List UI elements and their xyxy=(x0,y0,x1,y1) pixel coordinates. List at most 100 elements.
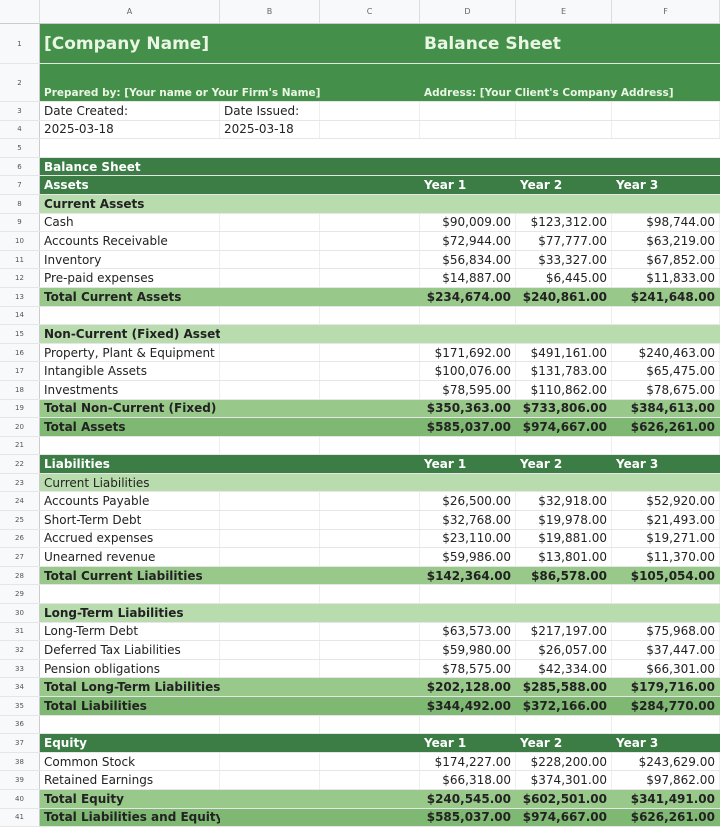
value-cell[interactable]: $66,318.00 xyxy=(420,771,516,789)
value-cell[interactable]: $285,588.00 xyxy=(516,678,612,696)
value-cell[interactable]: $65,475.00 xyxy=(612,362,720,380)
cell[interactable] xyxy=(220,715,320,734)
value-cell[interactable]: $67,852.00 xyxy=(612,250,720,269)
label-cell[interactable]: Long-Term Debt xyxy=(40,622,220,641)
value-cell[interactable] xyxy=(420,715,516,734)
cell[interactable] xyxy=(320,213,420,232)
value-cell[interactable]: $97,862.00 xyxy=(612,771,720,789)
year-header-cell[interactable]: Year 2 xyxy=(516,734,612,752)
value-cell[interactable] xyxy=(612,194,720,213)
value-cell[interactable]: $78,595.00 xyxy=(420,380,516,399)
label-cell[interactable]: Balance Sheet xyxy=(40,157,220,176)
cell[interactable] xyxy=(220,529,320,548)
value-cell[interactable]: $491,161.00 xyxy=(516,343,612,362)
value-cell[interactable]: $56,834.00 xyxy=(420,250,516,269)
value-cell[interactable] xyxy=(612,473,720,492)
row-number[interactable]: 40 xyxy=(0,789,40,808)
year-header-cell[interactable]: Year 1 xyxy=(420,176,516,194)
cell[interactable] xyxy=(320,436,420,455)
value-cell[interactable]: $626,261.00 xyxy=(612,808,720,827)
value-cell[interactable]: $240,545.00 xyxy=(420,789,516,808)
row-number[interactable]: 24 xyxy=(0,492,40,511)
cell[interactable] xyxy=(320,585,420,604)
cell[interactable] xyxy=(320,789,420,808)
value-cell[interactable]: $32,918.00 xyxy=(516,492,612,511)
value-cell[interactable] xyxy=(612,325,720,343)
cell[interactable] xyxy=(220,659,320,678)
row-number[interactable]: 12 xyxy=(0,269,40,287)
value-cell[interactable] xyxy=(516,306,612,325)
label-cell[interactable] xyxy=(40,715,220,734)
label-cell[interactable]: Total Equity xyxy=(40,789,220,808)
value-cell[interactable]: $42,334.00 xyxy=(516,659,612,678)
value-cell[interactable]: $13,801.00 xyxy=(516,548,612,566)
value-cell[interactable]: $66,301.00 xyxy=(612,659,720,678)
cell[interactable] xyxy=(220,380,320,399)
cell[interactable] xyxy=(220,269,320,287)
cell[interactable] xyxy=(220,362,320,380)
label-cell[interactable]: Total Assets xyxy=(40,418,220,436)
value-cell[interactable] xyxy=(420,604,516,622)
column-header-d[interactable]: D xyxy=(420,0,516,23)
cell[interactable] xyxy=(220,213,320,232)
label-cell[interactable]: Short-Term Debt xyxy=(40,511,220,529)
cell[interactable] xyxy=(220,585,320,604)
value-cell[interactable] xyxy=(516,436,612,455)
row-number[interactable]: 10 xyxy=(0,232,40,250)
row-number[interactable]: 14 xyxy=(0,306,40,325)
value-cell[interactable]: $19,271.00 xyxy=(612,529,720,548)
label-cell[interactable] xyxy=(40,585,220,604)
cell[interactable] xyxy=(320,715,420,734)
cell[interactable] xyxy=(320,548,420,566)
row-number[interactable]: 15 xyxy=(0,325,40,343)
value-cell[interactable]: $75,968.00 xyxy=(612,622,720,641)
label-cell[interactable]: Current Assets xyxy=(40,194,220,213)
prepared-by-cell[interactable]: Prepared by: [Your name or Your Firm's N… xyxy=(40,64,420,101)
cell[interactable] xyxy=(320,194,420,213)
row-number[interactable]: 38 xyxy=(0,752,40,771)
cell[interactable] xyxy=(220,697,320,715)
label-cell[interactable]: Long-Term Liabilities xyxy=(40,604,220,622)
cell[interactable] xyxy=(320,808,420,827)
value-cell[interactable]: $52,920.00 xyxy=(612,492,720,511)
year-header-cell[interactable]: Year 2 xyxy=(516,176,612,194)
value-cell[interactable]: $384,613.00 xyxy=(612,399,720,418)
cell[interactable] xyxy=(220,604,320,622)
value-cell[interactable]: $90,009.00 xyxy=(420,213,516,232)
value-cell[interactable]: $240,861.00 xyxy=(516,287,612,306)
cell[interactable] xyxy=(220,771,320,789)
row-number[interactable]: 20 xyxy=(0,418,40,436)
row-number[interactable]: 9 xyxy=(0,213,40,232)
value-cell[interactable] xyxy=(420,306,516,325)
date-issued-value[interactable]: 2025-03-18 xyxy=(220,120,320,139)
value-cell[interactable]: $98,744.00 xyxy=(612,213,720,232)
value-cell[interactable]: $585,037.00 xyxy=(420,418,516,436)
row-number[interactable]: 17 xyxy=(0,362,40,380)
cell[interactable] xyxy=(420,102,516,120)
value-cell[interactable] xyxy=(612,436,720,455)
cell[interactable] xyxy=(220,194,320,213)
value-cell[interactable]: $123,312.00 xyxy=(516,213,612,232)
column-header-a[interactable]: A xyxy=(40,0,220,23)
cell[interactable] xyxy=(320,566,420,585)
label-cell[interactable]: Total Liabilities xyxy=(40,697,220,715)
value-cell[interactable]: $733,806.00 xyxy=(516,399,612,418)
cell[interactable] xyxy=(320,511,420,529)
value-cell[interactable] xyxy=(420,585,516,604)
value-cell[interactable]: $626,261.00 xyxy=(612,418,720,436)
value-cell[interactable] xyxy=(516,473,612,492)
label-cell[interactable]: Common Stock xyxy=(40,752,220,771)
cell[interactable] xyxy=(320,176,420,194)
value-cell[interactable]: $11,370.00 xyxy=(612,548,720,566)
year-header-cell[interactable]: Year 1 xyxy=(420,455,516,473)
year-header-cell[interactable]: Year 3 xyxy=(612,176,720,194)
value-cell[interactable] xyxy=(516,715,612,734)
value-cell[interactable]: $341,491.00 xyxy=(612,789,720,808)
label-cell[interactable]: Investments xyxy=(40,380,220,399)
value-cell[interactable] xyxy=(516,604,612,622)
date-issued-label[interactable]: Date Issued: xyxy=(220,102,320,120)
cell[interactable] xyxy=(320,734,420,752)
row-number[interactable]: 30 xyxy=(0,604,40,622)
cell[interactable] xyxy=(320,473,420,492)
cell[interactable] xyxy=(320,380,420,399)
